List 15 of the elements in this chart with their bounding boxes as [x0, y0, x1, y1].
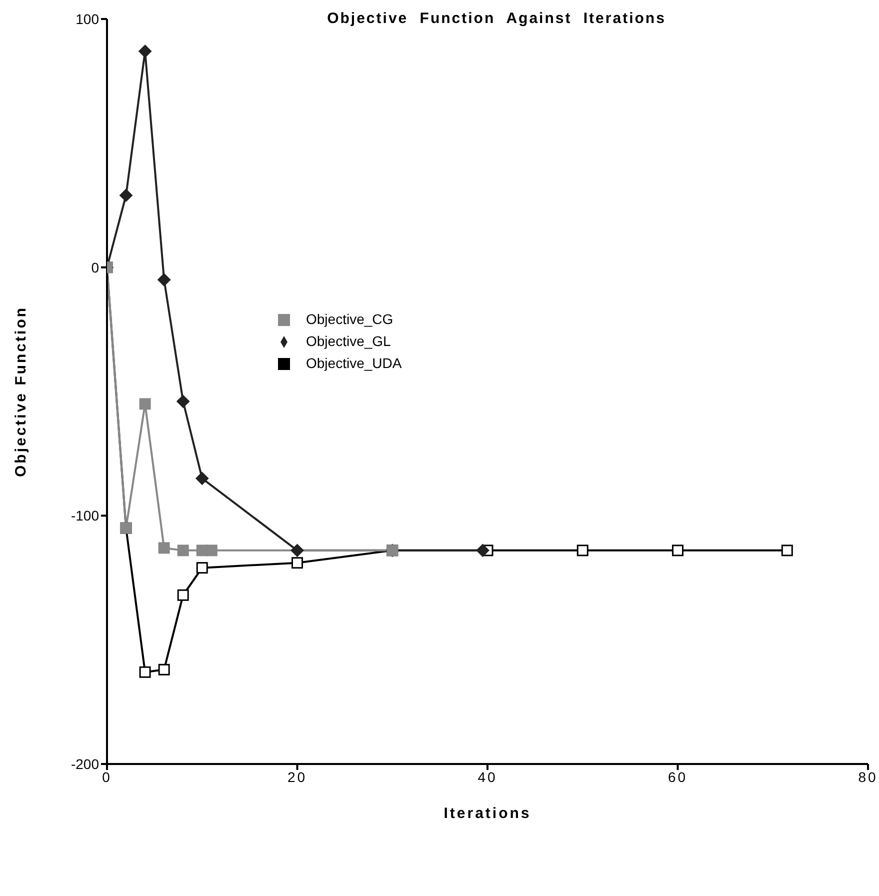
y-tick-label: -100: [70, 508, 100, 524]
x-tick-label: 60: [668, 768, 688, 785]
y-tick-label: -200: [70, 756, 100, 772]
chart-title: Objective Function Against Iterations: [326, 10, 667, 27]
y-tick-label: 0: [91, 259, 100, 276]
x-axis-title: Iterations: [444, 805, 532, 822]
legend-label: Objective_GL: [306, 333, 391, 349]
y-axis-title: Objective Function: [12, 306, 30, 478]
legend-label: Objective_CG: [306, 311, 394, 327]
y-tick-label: 100: [76, 10, 100, 27]
x-tick-label: 80: [858, 768, 878, 785]
x-tick-label: 0: [102, 768, 112, 785]
legend-label: Objective_UDA: [306, 355, 402, 371]
x-tick-label: 20: [287, 768, 308, 785]
x-tick-label: 40: [478, 768, 498, 785]
